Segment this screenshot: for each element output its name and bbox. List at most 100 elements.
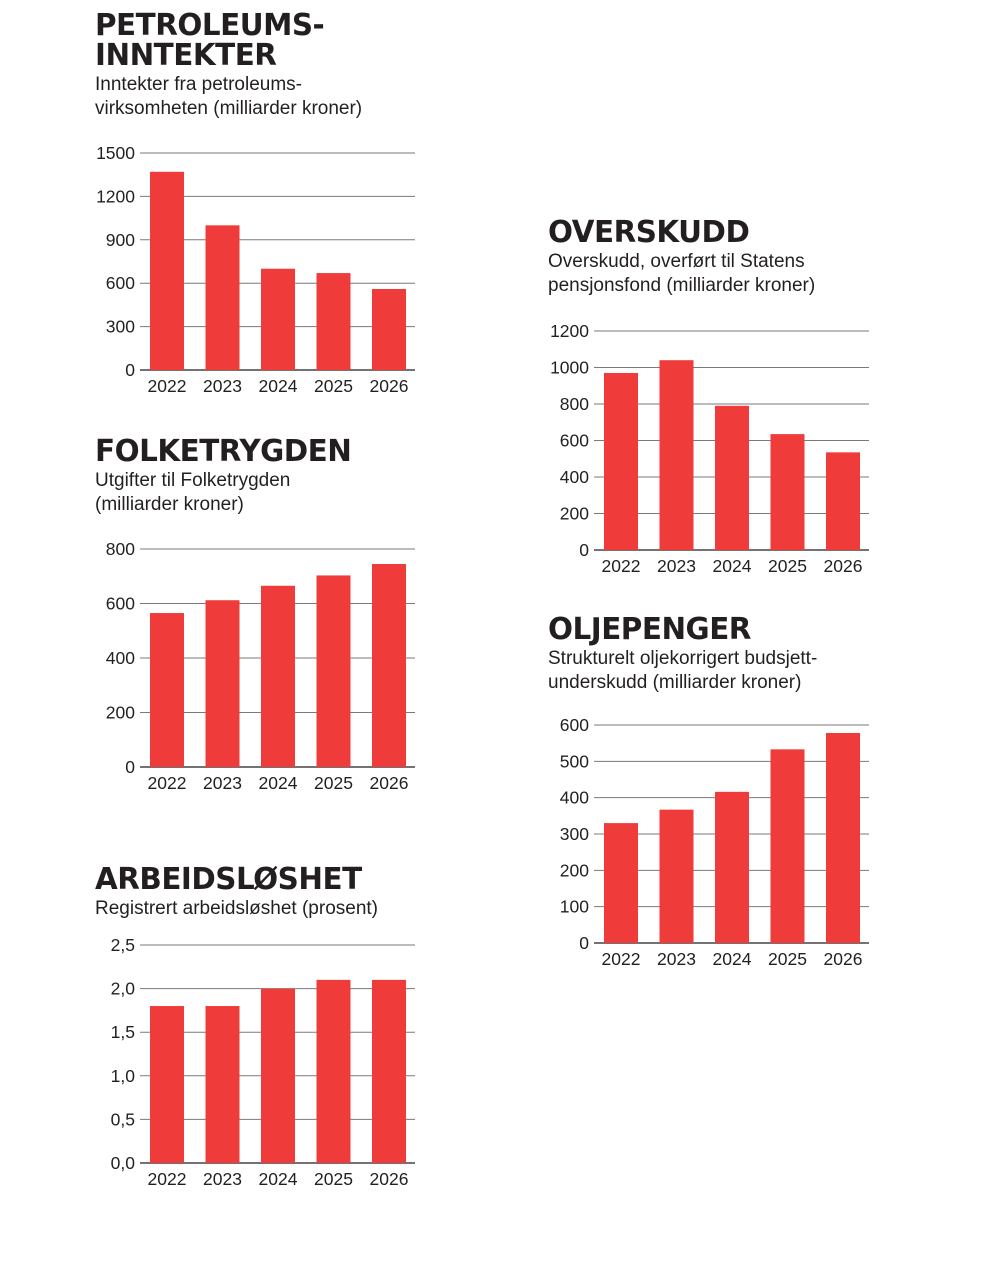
x-tick-label: 2023	[657, 556, 696, 576]
chart-panel-arbeidsloshet: ARBEIDSLØSHET Registrert arbeidsløshet (…	[95, 865, 378, 921]
y-tick-label: 0,0	[111, 1153, 136, 1173]
chart-panel-oljepenger: OLJEPENGER Strukturelt oljekorrigert bud…	[548, 615, 817, 695]
chart-title: FOLKETRYGDEN	[95, 434, 352, 469]
chart-title: ARBEIDSLØSHET	[95, 862, 362, 897]
y-tick-label: 0	[579, 933, 589, 953]
y-tick-label: 300	[106, 317, 135, 337]
y-tick-label: 800	[560, 394, 589, 414]
y-tick-label: 1,0	[111, 1066, 136, 1086]
bar-2025	[316, 273, 351, 370]
bar-2024	[261, 268, 295, 370]
chart-title: OLJEPENGER	[548, 612, 751, 647]
y-tick-label: 500	[560, 751, 589, 771]
bar-2026	[372, 563, 406, 767]
x-tick-label: 2025	[768, 556, 807, 576]
bar-2023	[205, 225, 240, 370]
y-tick-label: 400	[560, 788, 589, 808]
x-tick-label: 2022	[148, 773, 187, 793]
bar-2026	[372, 979, 406, 1163]
y-tick-label: 400	[106, 648, 135, 668]
chart-panel-overskudd: OVERSKUDD Overskudd, overført til Staten…	[548, 218, 815, 298]
x-tick-label: 2025	[314, 773, 353, 793]
y-tick-label: 2,5	[111, 935, 135, 955]
bar-2022	[150, 613, 184, 767]
y-tick-label: 600	[106, 273, 135, 293]
x-tick-label: 2025	[768, 949, 807, 969]
bar-2023	[205, 1006, 240, 1163]
chart-subtitle: Utgifter til Folketrygden (milliarder kr…	[95, 470, 291, 515]
chart-subtitle: Registrert arbeidsløshet (prosent)	[95, 898, 378, 919]
chart-subtitle: Overskudd, overført til Statens pensjons…	[548, 251, 816, 296]
bar-2023	[659, 360, 694, 550]
y-tick-label: 0	[125, 360, 135, 380]
bar-2026	[826, 732, 860, 943]
y-tick-label: 1200	[96, 186, 135, 206]
x-tick-label: 2025	[314, 376, 353, 396]
x-tick-label: 2026	[370, 376, 409, 396]
chart-panel-folketrygden: FOLKETRYGDEN Utgifter til Folketrygden (…	[95, 437, 357, 517]
x-tick-label: 2024	[713, 556, 752, 576]
bar-2024	[715, 791, 749, 943]
bar-2022	[150, 1006, 184, 1163]
bar-2025	[770, 749, 805, 943]
bar-2025	[316, 979, 351, 1163]
y-tick-label: 1,5	[111, 1022, 135, 1042]
x-tick-label: 2026	[824, 556, 863, 576]
bar-2023	[205, 600, 240, 767]
x-tick-label: 2023	[203, 1169, 242, 1189]
y-tick-label: 200	[560, 860, 589, 880]
bar-2025	[316, 575, 351, 767]
x-tick-label: 2025	[314, 1169, 353, 1189]
chart-subtitle: Strukturelt oljekorrigert budsjett- unde…	[548, 648, 818, 693]
x-tick-label: 2022	[602, 949, 641, 969]
y-tick-label: 1200	[550, 321, 589, 341]
x-tick-label: 2022	[602, 556, 641, 576]
y-tick-label: 200	[106, 703, 135, 723]
x-tick-label: 2023	[203, 376, 242, 396]
y-tick-label: 0,5	[111, 1109, 135, 1129]
bar-2022	[150, 171, 184, 370]
y-tick-label: 2,0	[111, 979, 136, 999]
bar-2026	[372, 288, 406, 370]
x-tick-label: 2024	[259, 773, 298, 793]
y-tick-label: 0	[125, 757, 135, 777]
chart-subtitle: Inntekter fra petroleums- virksomheten (…	[95, 74, 363, 119]
y-tick-label: 0	[579, 540, 589, 560]
y-tick-label: 900	[106, 230, 135, 250]
bar-2024	[261, 988, 295, 1163]
bar-2023	[659, 809, 694, 943]
y-tick-label: 600	[106, 594, 135, 614]
y-tick-label: 1500	[96, 143, 135, 163]
bar-2026	[826, 452, 860, 550]
x-tick-label: 2026	[370, 1169, 409, 1189]
bar-2024	[261, 585, 295, 767]
chart-title: PETROLEUMS- INNTEKTER	[95, 8, 325, 73]
x-tick-label: 2026	[370, 773, 409, 793]
x-tick-label: 2022	[148, 376, 187, 396]
x-tick-label: 2023	[657, 949, 696, 969]
y-tick-label: 400	[560, 467, 589, 487]
bar-2024	[715, 405, 749, 550]
x-tick-label: 2023	[203, 773, 242, 793]
chart-panel-petroleum: PETROLEUMS- INNTEKTER Inntekter fra petr…	[95, 11, 362, 121]
x-tick-label: 2026	[824, 949, 863, 969]
x-tick-label: 2024	[259, 1169, 298, 1189]
y-tick-label: 1000	[550, 358, 589, 378]
bar-2022	[604, 823, 638, 943]
y-tick-label: 100	[560, 897, 589, 917]
bar-2025	[770, 434, 805, 550]
x-tick-label: 2024	[713, 949, 752, 969]
chart-title: OVERSKUDD	[548, 215, 750, 250]
x-tick-label: 2022	[148, 1169, 187, 1189]
y-tick-label: 600	[560, 431, 589, 451]
y-tick-label: 800	[106, 539, 135, 559]
y-tick-label: 600	[560, 715, 589, 735]
y-tick-label: 200	[560, 504, 589, 524]
bar-2022	[604, 372, 638, 550]
y-tick-label: 300	[560, 824, 589, 844]
